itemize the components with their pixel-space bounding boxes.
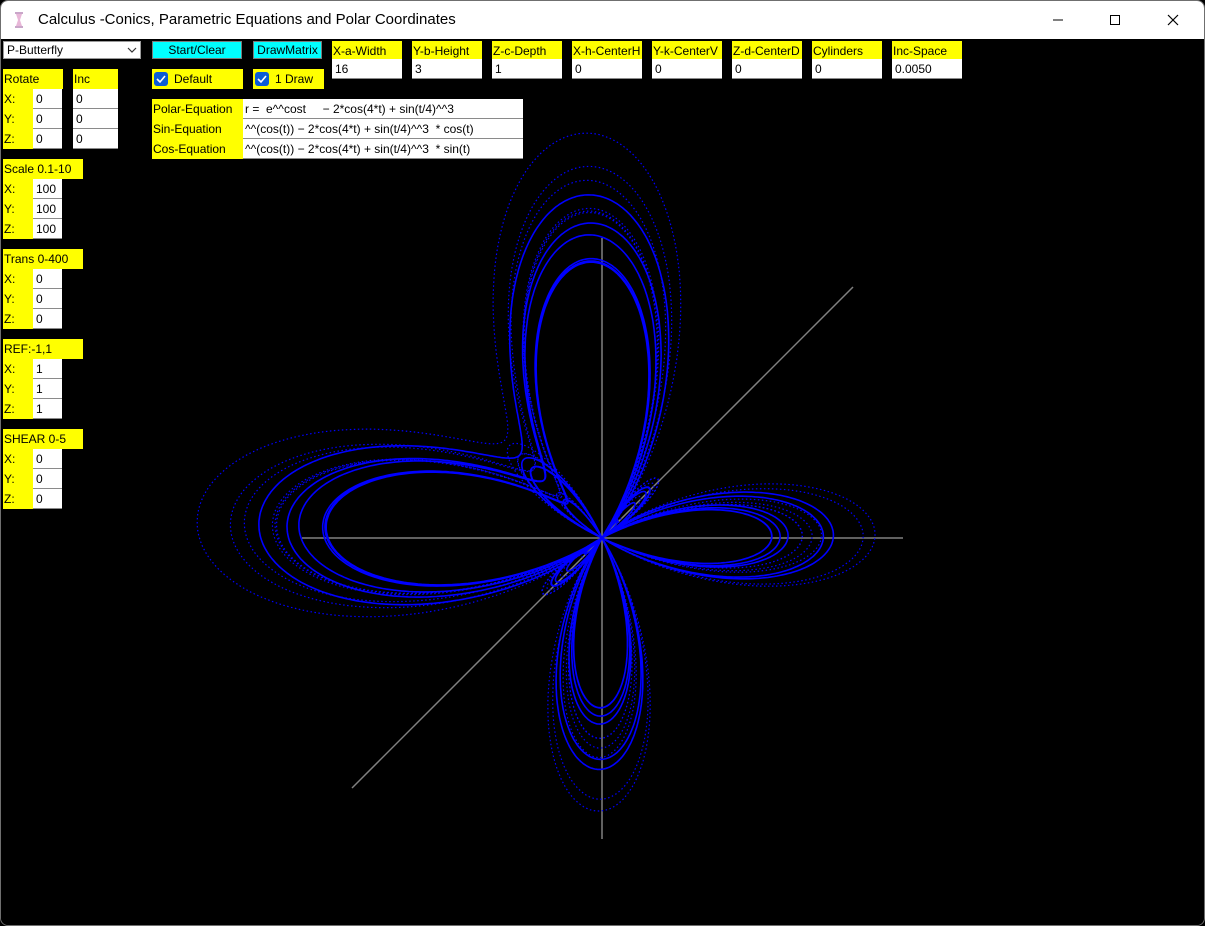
shear-label: SHEAR 0-5 <box>3 429 83 449</box>
param-label-inc-space: Inc-Space <box>892 41 962 61</box>
inc-z-input[interactable]: 0 <box>73 129 118 149</box>
shear-y-input[interactable]: 0 <box>33 469 62 489</box>
trans-y-input[interactable]: 0 <box>33 289 62 309</box>
default-checkbox-label: Default <box>174 72 213 86</box>
trans-z-input[interactable]: 0 <box>33 309 62 329</box>
param-input-y-k-centerv[interactable]: 0 <box>652 59 722 79</box>
param-label-x-a-width: X-a-Width <box>332 41 402 61</box>
scale-z-input[interactable]: 100 <box>33 219 62 239</box>
preset-selected: P-Butterfly <box>7 43 64 57</box>
preset-dropdown[interactable]: P-Butterfly <box>3 41 141 59</box>
chevron-down-icon <box>127 47 137 53</box>
cos-equation-label: Cos-Equation <box>152 139 243 159</box>
start-clear-button[interactable]: Start/Clear <box>152 41 242 59</box>
inc-x-input[interactable]: 0 <box>73 89 118 109</box>
ref-label: REF:-1,1 <box>3 339 83 359</box>
butterfly-curve <box>196 132 876 812</box>
param-label-y-b-height: Y-b-Height <box>412 41 482 61</box>
client-area: P-Butterfly Start/Clear DrawMatrix Defau… <box>1 39 1204 925</box>
param-input-z-c-depth[interactable]: 1 <box>492 59 562 79</box>
ref-y-label: Y: <box>3 379 33 399</box>
checkbox-checked-icon <box>154 72 168 86</box>
window-title: Calculus -Conics, Parametric Equations a… <box>38 11 456 28</box>
scale-label: Scale 0.1-10 <box>3 159 83 179</box>
param-label-y-k-centerv: Y-k-CenterV <box>652 41 722 61</box>
inc-y-input[interactable]: 0 <box>73 109 118 129</box>
draw-matrix-button[interactable]: DrawMatrix <box>253 41 322 59</box>
scale-y-label: Y: <box>3 199 33 219</box>
close-button[interactable] <box>1144 1 1202 39</box>
minimize-button[interactable] <box>1029 1 1087 39</box>
param-input-x-h-centerh[interactable]: 0 <box>572 59 642 79</box>
scale-z-label: Z: <box>3 219 33 239</box>
shear-x-input[interactable]: 0 <box>33 449 62 469</box>
param-label-z-d-centerd: Z-d-CenterD <box>732 41 802 61</box>
sin-equation-label: Sin-Equation <box>152 119 243 139</box>
scale-y-input[interactable]: 100 <box>33 199 62 219</box>
param-label-z-c-depth: Z-c-Depth <box>492 41 562 61</box>
scale-x-input[interactable]: 100 <box>33 179 62 199</box>
polar-equation-label: Polar-Equation <box>152 99 243 119</box>
trans-x-input[interactable]: 0 <box>33 269 62 289</box>
rotate-y-input[interactable]: 0 <box>33 109 62 129</box>
maximize-icon <box>1110 15 1120 25</box>
ref-y-input[interactable]: 1 <box>33 379 62 399</box>
param-input-inc-space[interactable]: 0.0050 <box>892 59 962 79</box>
app-icon <box>15 12 23 28</box>
scale-x-label: X: <box>3 179 33 199</box>
shear-z-label: Z: <box>3 489 33 509</box>
trans-x-label: X: <box>3 269 33 289</box>
butterfly-curve-path <box>258 194 835 771</box>
rotate-z-input[interactable]: 0 <box>33 129 62 149</box>
rotate-z-label: Z: <box>3 129 33 149</box>
maximize-button[interactable] <box>1086 1 1144 39</box>
param-input-x-a-width[interactable]: 16 <box>332 59 402 79</box>
param-input-cylinders[interactable]: 0 <box>812 59 882 79</box>
close-icon <box>1167 14 1179 26</box>
ref-z-label: Z: <box>3 399 33 419</box>
trans-y-label: Y: <box>3 289 33 309</box>
rotate-y-label: Y: <box>3 109 33 129</box>
param-input-z-d-centerd[interactable]: 0 <box>732 59 802 79</box>
ref-x-input[interactable]: 1 <box>33 359 62 379</box>
shear-z-input[interactable]: 0 <box>33 489 62 509</box>
cos-equation-input[interactable]: ^^(cos(t)) − 2*cos(4*t) + sin(t/4)^^3 * … <box>243 139 523 159</box>
rotate-label: Rotate <box>3 69 63 89</box>
ref-z-input[interactable]: 1 <box>33 399 62 419</box>
inc-label: Inc <box>73 69 118 89</box>
checkbox-checked-icon <box>255 72 269 86</box>
one-draw-checkbox-label: 1 Draw <box>275 72 314 86</box>
one-draw-checkbox[interactable]: 1 Draw <box>253 69 324 89</box>
shear-x-label: X: <box>3 449 33 469</box>
title-bar[interactable]: Calculus -Conics, Parametric Equations a… <box>1 1 1204 39</box>
rotate-x-input[interactable]: 0 <box>33 89 62 109</box>
plot-canvas <box>196 132 903 839</box>
sin-equation-input[interactable]: ^^(cos(t)) − 2*cos(4*t) + sin(t/4)^^3 * … <box>243 119 523 139</box>
trans-label: Trans 0-400 <box>3 249 83 269</box>
polar-equation-input[interactable]: r = e^^cost − 2*cos(4*t) + sin(t/4)^^3 <box>243 99 523 119</box>
shear-y-label: Y: <box>3 469 33 489</box>
ref-x-label: X: <box>3 359 33 379</box>
param-label-cylinders: Cylinders <box>812 41 882 61</box>
butterfly-curve-dotted-path <box>196 132 876 812</box>
trans-z-label: Z: <box>3 309 33 329</box>
default-checkbox[interactable]: Default <box>152 69 243 89</box>
minimize-icon <box>1053 19 1063 21</box>
param-label-x-h-centerh: X-h-CenterH <box>572 41 642 61</box>
rotate-x-label: X: <box>3 89 33 109</box>
param-input-y-b-height[interactable]: 3 <box>412 59 482 79</box>
